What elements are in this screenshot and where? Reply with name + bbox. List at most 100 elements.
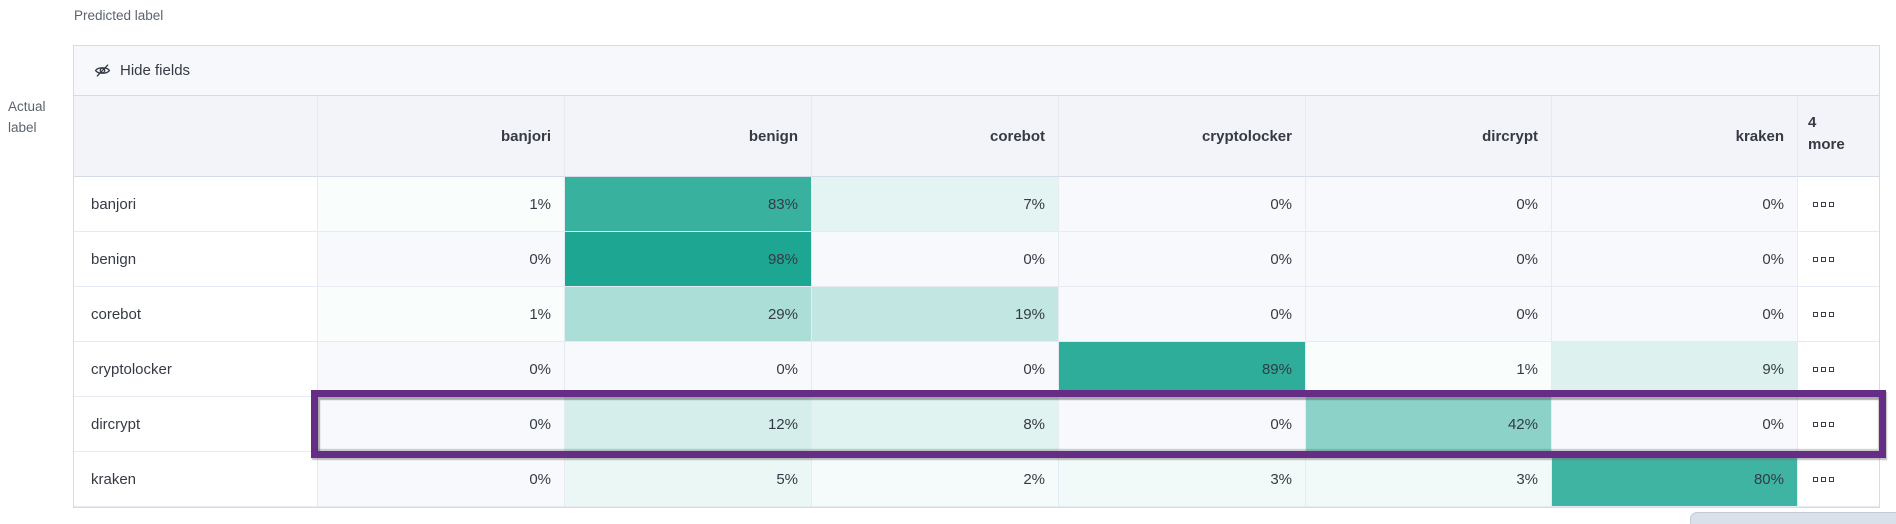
row-label-text: kraken [91, 470, 137, 488]
matrix-cell-value: 5% [776, 470, 798, 488]
matrix-cell-value: 89% [1261, 360, 1292, 378]
actual-axis-label-line1: Actual [8, 99, 46, 114]
row-label-dircrypt: dircrypt [74, 397, 318, 452]
matrix-cell-banjori-kraken: 0% [1552, 177, 1798, 232]
matrix-cell-corebot-benign: 29% [565, 287, 812, 342]
row-actions-cell [1798, 177, 1879, 232]
column-header-benign[interactable]: benign [565, 96, 812, 177]
matrix-cell-benign-dircrypt: 0% [1306, 232, 1552, 287]
action-box-glyph [1821, 476, 1826, 482]
matrix-cell-cryptolocker-dircrypt: 1% [1306, 342, 1552, 397]
action-box-glyph [1821, 201, 1826, 207]
row-actions-cell [1798, 452, 1879, 507]
boxes-horizontal-icon[interactable] [1811, 255, 1836, 264]
matrix-toolbar: Hide fields [74, 46, 1879, 96]
action-box-glyph [1821, 366, 1826, 372]
matrix-cell-kraken-dircrypt: 3% [1306, 452, 1552, 507]
matrix-cell-value: 0% [1270, 305, 1292, 323]
action-box-glyph [1813, 201, 1818, 207]
matrix-cell-value: 83% [767, 195, 798, 213]
column-header-kraken[interactable]: kraken [1552, 96, 1798, 177]
action-box-glyph [1829, 311, 1834, 317]
boxes-horizontal-icon[interactable] [1811, 420, 1836, 429]
matrix-cell-benign-benign: 98% [565, 232, 812, 287]
matrix-cell-corebot-dircrypt: 0% [1306, 287, 1552, 342]
matrix-cell-value: 29% [767, 305, 798, 323]
column-header-corebot[interactable]: corebot [812, 96, 1059, 177]
boxes-horizontal-icon[interactable] [1811, 365, 1836, 374]
action-box-glyph [1829, 421, 1834, 427]
matrix-cell-value: 7% [1023, 195, 1045, 213]
matrix-cell-value: 0% [1516, 250, 1538, 268]
boxes-horizontal-icon[interactable] [1811, 200, 1836, 209]
matrix-cell-banjori-corebot: 7% [812, 177, 1059, 232]
hide-fields-button[interactable]: Hide fields [88, 58, 196, 83]
matrix-cell-kraken-kraken: 80% [1552, 452, 1798, 507]
row-label-text: banjori [91, 195, 137, 213]
column-header-cryptolocker[interactable]: cryptolocker [1059, 96, 1306, 177]
row-actions-cell [1798, 397, 1879, 452]
matrix-cell-value: 3% [1270, 470, 1292, 488]
matrix-cell-banjori-banjori: 1% [318, 177, 565, 232]
matrix-cell-cryptolocker-corebot: 0% [812, 342, 1059, 397]
column-header-label: banjori [500, 127, 551, 145]
action-box-glyph [1813, 421, 1818, 427]
matrix-cell-cryptolocker-banjori: 0% [318, 342, 565, 397]
matrix-cell-value: 0% [529, 415, 551, 433]
column-header-label: benign [748, 127, 798, 145]
column-header-label: dircrypt [1482, 127, 1538, 145]
action-box-glyph [1829, 201, 1834, 207]
matrix-cell-value: 0% [529, 360, 551, 378]
matrix-cell-value: 80% [1753, 470, 1784, 488]
row-label-text: dircrypt [91, 415, 141, 433]
matrix-cell-dircrypt-dircrypt: 42% [1306, 397, 1552, 452]
matrix-cell-benign-cryptolocker: 0% [1059, 232, 1306, 287]
row-label-banjori: banjori [74, 177, 318, 232]
matrix-cell-benign-corebot: 0% [812, 232, 1059, 287]
matrix-cell-corebot-corebot: 19% [812, 287, 1059, 342]
hide-fields-label: Hide fields [120, 62, 191, 79]
column-header-label: kraken [1735, 127, 1784, 145]
matrix-cell-banjori-benign: 83% [565, 177, 812, 232]
matrix-cell-value: 0% [776, 360, 798, 378]
matrix-cell-value: 0% [1762, 250, 1784, 268]
matrix-cell-value: 0% [1270, 195, 1292, 213]
row-actions-cell [1798, 232, 1879, 287]
column-header-more[interactable]: 4 more [1798, 96, 1879, 177]
confusion-matrix-table: Hide fields banjori benign corebot cryptolo… [73, 45, 1880, 508]
matrix-cell-benign-kraken: 0% [1552, 232, 1798, 287]
matrix-cell-value: 0% [1023, 360, 1045, 378]
matrix-cell-kraken-corebot: 2% [812, 452, 1059, 507]
matrix-cell-banjori-dircrypt: 0% [1306, 177, 1552, 232]
matrix-cell-cryptolocker-benign: 0% [565, 342, 812, 397]
actual-axis-label-line2: label [8, 120, 37, 135]
action-box-glyph [1829, 256, 1834, 262]
column-header-banjori[interactable]: banjori [318, 96, 565, 177]
action-box-glyph [1813, 256, 1818, 262]
matrix-cell-value: 0% [1023, 250, 1045, 268]
action-box-glyph [1813, 366, 1818, 372]
matrix-cell-value: 98% [767, 250, 798, 268]
matrix-cell-corebot-kraken: 0% [1552, 287, 1798, 342]
action-box-glyph [1821, 256, 1826, 262]
matrix-cell-value: 9% [1762, 360, 1784, 378]
action-box-glyph [1821, 311, 1826, 317]
column-header-label: cryptolocker [1201, 127, 1292, 145]
row-label-benign: benign [74, 232, 318, 287]
horizontal-scrollbar-thumb[interactable] [1690, 512, 1896, 524]
matrix-cell-banjori-cryptolocker: 0% [1059, 177, 1306, 232]
matrix-grid: banjori benign corebot cryptolocker dircrypt… [74, 96, 1879, 507]
column-header-dircrypt[interactable]: dircrypt [1306, 96, 1552, 177]
boxes-horizontal-icon[interactable] [1811, 475, 1836, 484]
matrix-cell-value: 0% [529, 470, 551, 488]
row-actions-cell [1798, 287, 1879, 342]
matrix-cell-value: 8% [1023, 415, 1045, 433]
matrix-cell-value: 12% [767, 415, 798, 433]
matrix-cell-dircrypt-benign: 12% [565, 397, 812, 452]
matrix-cell-cryptolocker-kraken: 9% [1552, 342, 1798, 397]
matrix-cell-value: 0% [1762, 305, 1784, 323]
row-label-corebot: corebot [74, 287, 318, 342]
matrix-cell-value: 19% [1014, 305, 1045, 323]
matrix-cell-dircrypt-cryptolocker: 0% [1059, 397, 1306, 452]
boxes-horizontal-icon[interactable] [1811, 310, 1836, 319]
